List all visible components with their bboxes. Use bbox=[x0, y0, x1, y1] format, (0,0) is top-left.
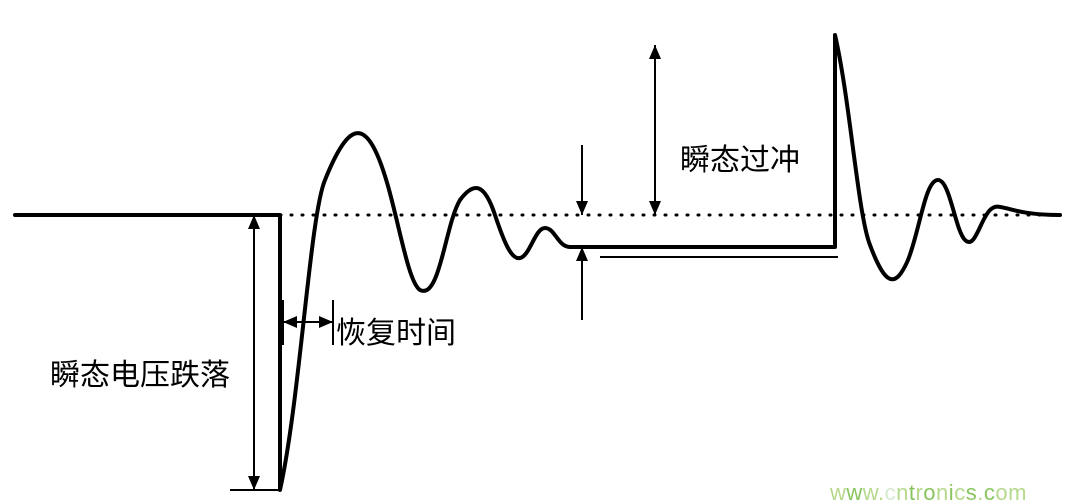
voltage-drop-label: 瞬态电压跌落 bbox=[50, 350, 230, 394]
transient-waveform-diagram bbox=[0, 0, 1080, 504]
recovery-time-label: 恢复时间 bbox=[336, 308, 456, 352]
watermark-text: www.cntronics.com bbox=[830, 480, 1027, 504]
overshoot-label: 瞬态过冲 bbox=[680, 135, 800, 179]
